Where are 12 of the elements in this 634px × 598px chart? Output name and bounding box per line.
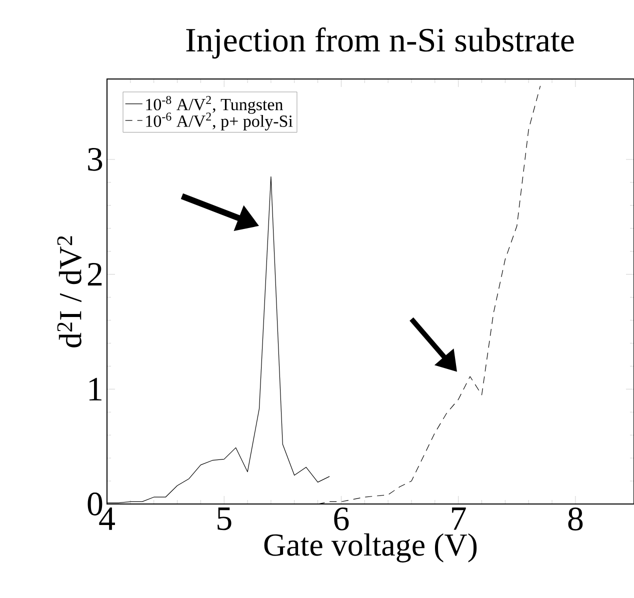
x-tick-label: 5 xyxy=(218,508,232,530)
y-tick-label: 1 xyxy=(89,378,102,400)
y-axis-title: d$^{2}$I / dV$^{2}$ xyxy=(57,236,82,348)
x-tick-label: 7 xyxy=(452,508,466,530)
legend-label: 10$^{-8}$ A/V$^{2}$, Tungsten xyxy=(146,96,283,114)
y-tick-label: 2 xyxy=(88,263,102,286)
x-tick-label: 8 xyxy=(568,508,583,530)
x-axis-title: Gate voltage (V) xyxy=(264,533,477,562)
legend-label: 10$^{-6}$ A/V$^{2}$, p+ poly-Si xyxy=(146,112,293,130)
y-tick-label: 3 xyxy=(88,148,102,171)
chart-title: Injection from n-Si substrate xyxy=(186,27,574,59)
x-tick-label: 6 xyxy=(334,508,349,530)
